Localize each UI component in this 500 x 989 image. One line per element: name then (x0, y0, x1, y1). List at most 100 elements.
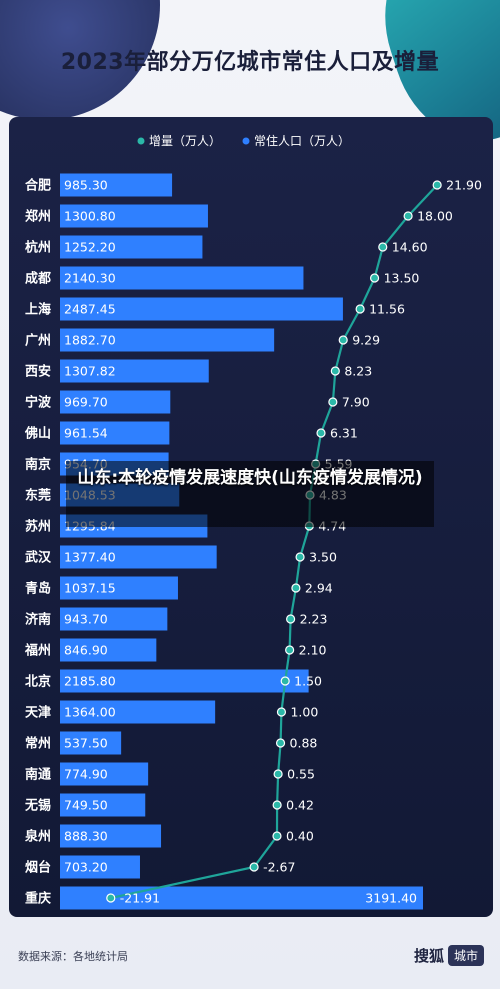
population-value-label: 846.90 (64, 643, 108, 658)
increment-value-label: 0.40 (286, 829, 314, 844)
increment-value-label: 9.29 (352, 333, 380, 348)
increment-value-label: 2.94 (305, 581, 333, 596)
population-value-label: 1364.00 (64, 705, 116, 720)
population-value-label: 537.50 (64, 736, 108, 751)
population-bar[interactable] (60, 669, 309, 693)
population-value-label: 774.90 (64, 767, 108, 782)
increment-point[interactable] (286, 614, 296, 624)
increment-point[interactable] (432, 180, 442, 190)
increment-point[interactable] (403, 211, 413, 221)
increment-point[interactable] (316, 428, 326, 438)
legend-label-0: 增量（万人） (149, 134, 221, 148)
legend-marker-0 (137, 137, 145, 145)
increment-value-label: 0.88 (290, 736, 318, 751)
population-bar[interactable] (60, 545, 217, 569)
population-bar[interactable] (60, 297, 343, 321)
increment-point[interactable] (106, 893, 116, 903)
population-value-label: 1300.80 (64, 209, 116, 224)
city-label: 重庆 (25, 891, 51, 907)
city-label: 合肥 (25, 178, 51, 194)
city-label: 东莞 (25, 488, 51, 504)
increment-value-label: 0.42 (286, 798, 314, 813)
increment-value-label: 21.90 (446, 178, 482, 193)
population-value-label: 1037.15 (64, 581, 116, 596)
city-label: 郑州 (25, 209, 51, 225)
population-bar[interactable] (60, 421, 170, 445)
population-bar[interactable] (60, 328, 275, 352)
increment-point[interactable] (295, 552, 305, 562)
increment-value-label: 2.10 (299, 643, 327, 658)
population-value-label: 888.30 (64, 829, 108, 844)
increment-value-label: 3.50 (309, 550, 337, 565)
city-label: 杭州 (25, 240, 51, 256)
overlay-banner (66, 461, 434, 527)
city-label: 成都 (25, 271, 51, 287)
city-label: 青岛 (25, 581, 51, 597)
city-label: 宁波 (25, 395, 52, 411)
population-value-label: 1882.70 (64, 333, 116, 348)
population-bar[interactable] (60, 607, 168, 631)
brand-logo: 搜狐 城市 (414, 945, 484, 966)
increment-value-label: 2.23 (300, 612, 328, 627)
population-bar[interactable] (60, 700, 216, 724)
increment-value-label: 7.90 (342, 395, 370, 410)
population-bar[interactable] (60, 390, 171, 414)
increment-point[interactable] (330, 366, 340, 376)
increment-point[interactable] (280, 676, 290, 686)
increment-point[interactable] (285, 645, 295, 655)
increment-value-label: 8.23 (344, 364, 372, 379)
population-value-label: 943.70 (64, 612, 108, 627)
city-label: 武汉 (25, 550, 52, 566)
increment-point[interactable] (378, 242, 388, 252)
increment-point[interactable] (291, 583, 301, 593)
overlay-headline: 山东:本轮疫情发展速度快(山东疫情发展情况) (77, 468, 423, 488)
data-source-note: 数据来源：各地统计局 (18, 950, 128, 963)
population-value-label: 2140.30 (64, 271, 116, 286)
city-label: 济南 (25, 612, 51, 628)
city-label: 福州 (24, 643, 51, 659)
population-bar[interactable] (60, 762, 149, 786)
population-bar[interactable] (60, 731, 122, 755)
population-bar[interactable] (60, 886, 423, 910)
city-label: 泉州 (25, 829, 51, 845)
city-label: 无锡 (24, 798, 51, 814)
increment-point[interactable] (355, 304, 365, 314)
increment-value-label: -21.91 (120, 891, 160, 906)
population-value-label: 2487.45 (64, 302, 116, 317)
increment-point[interactable] (249, 862, 259, 872)
increment-point[interactable] (369, 273, 380, 283)
population-bar[interactable] (60, 855, 140, 879)
population-bar[interactable] (60, 204, 208, 228)
population-bar[interactable] (60, 235, 203, 259)
increment-value-label: 18.00 (417, 209, 453, 224)
increment-value-label: 0.55 (287, 767, 315, 782)
population-bar[interactable] (60, 173, 173, 197)
legend-label-1: 常住人口（万人） (254, 134, 350, 148)
population-bar[interactable] (60, 824, 162, 848)
increment-point[interactable] (276, 707, 287, 717)
city-label: 烟台 (25, 860, 51, 876)
increment-point[interactable] (272, 831, 282, 841)
population-value-label: 1307.82 (64, 364, 116, 379)
population-value-label: 985.30 (64, 178, 108, 193)
city-label: 南通 (25, 767, 51, 783)
population-bar[interactable] (60, 359, 209, 383)
increment-point[interactable] (273, 769, 283, 779)
increment-point[interactable] (272, 800, 282, 810)
city-label: 上海 (25, 302, 51, 318)
increment-value-label: 11.56 (369, 302, 405, 317)
population-bar[interactable] (60, 576, 178, 600)
population-bar[interactable] (60, 266, 304, 290)
population-bar[interactable] (60, 638, 157, 662)
brand-tag: 城市 (447, 945, 484, 966)
population-value-label: 749.50 (64, 798, 108, 813)
increment-point[interactable] (328, 397, 338, 407)
increment-point[interactable] (275, 738, 286, 748)
population-bar[interactable] (60, 793, 146, 817)
population-value-label: 1252.20 (64, 240, 116, 255)
increment-point[interactable] (338, 335, 348, 345)
increment-value-label: -2.67 (263, 860, 295, 875)
city-label: 佛山 (24, 426, 51, 442)
increment-value-label: 14.60 (392, 240, 428, 255)
